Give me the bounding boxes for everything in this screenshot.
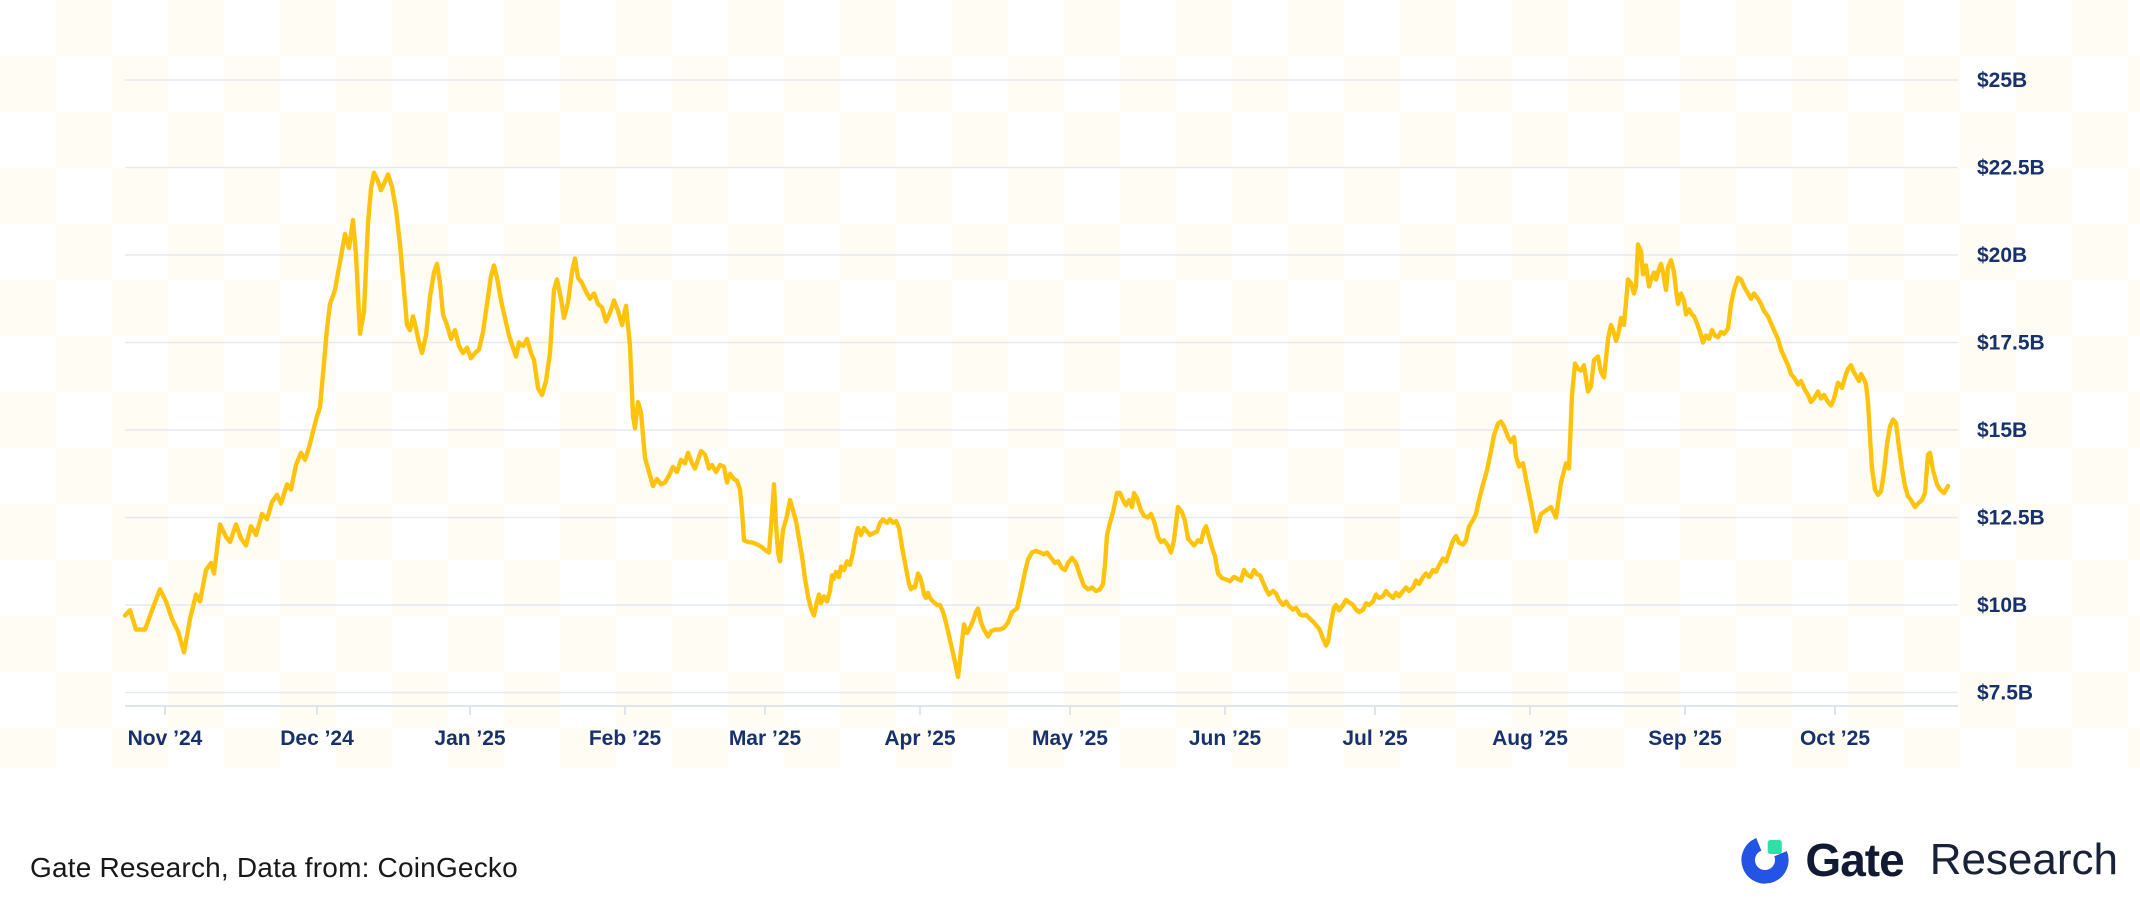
y-axis-label: $10B [1977, 594, 2027, 617]
gate-logo-icon [1741, 836, 1789, 884]
logo-text-research: Research [1929, 835, 2118, 884]
y-axis-label: $12.5B [1977, 507, 2045, 530]
x-axis-label: Feb ’25 [589, 727, 662, 750]
x-axis-label: Oct ’25 [1800, 727, 1870, 750]
y-axis-label: $15B [1977, 419, 2027, 442]
y-axis-label: $7.5B [1977, 682, 2033, 705]
x-axis-label: Nov ’24 [128, 727, 203, 750]
y-axis-label: $22.5B [1977, 157, 2045, 180]
gate-research-logo: Gate Research [1739, 834, 2118, 886]
x-axis-label: Aug ’25 [1492, 727, 1568, 750]
x-axis-label: Jul ’25 [1342, 727, 1408, 750]
logo-text-gate: Gate [1805, 834, 1904, 886]
y-axis-label: $25B [1977, 69, 2027, 92]
y-axis-label: $17.5B [1977, 332, 2045, 355]
footer: Gate Research, Data from: CoinGecko Gate… [0, 768, 2140, 908]
series-line [122, 170, 1951, 679]
line-chart: $25B $22.5B $20B $17.5B $15B $12.5B $10B $7.5B N… [122, 69, 2045, 750]
x-axis-label: Mar ’25 [729, 727, 802, 750]
x-axis-label: Apr ’25 [884, 727, 956, 750]
x-axis-label: Dec ’24 [280, 727, 354, 750]
x-axis-label: Jan ’25 [434, 727, 506, 750]
plot-background [0, 0, 2140, 768]
y-axis-label: $20B [1977, 244, 2027, 267]
x-axis-label: Jun ’25 [1189, 727, 1262, 750]
x-axis-label: Sep ’25 [1648, 727, 1722, 750]
x-axis-label: May ’25 [1032, 727, 1108, 750]
attribution-text: Gate Research, Data from: CoinGecko [30, 852, 518, 883]
